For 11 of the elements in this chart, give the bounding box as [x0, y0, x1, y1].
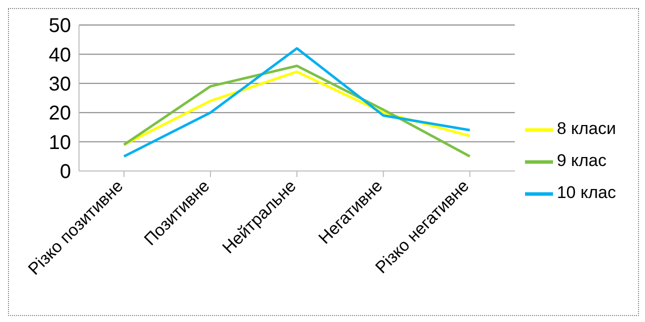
legend-label: 10 клас [556, 183, 616, 202]
y-tick-label: 50 [48, 15, 71, 38]
y-tick-label: 40 [48, 44, 71, 66]
legend-label: 8 класи [556, 119, 616, 138]
y-tick-label: 20 [48, 102, 71, 125]
legend-label: 9 клас [556, 151, 606, 170]
y-tick-label: 10 [48, 132, 71, 154]
y-tick-label: 0 [60, 161, 71, 184]
line-series [122, 47, 472, 158]
line-series [122, 64, 472, 158]
y-tick-label: 30 [48, 74, 71, 96]
